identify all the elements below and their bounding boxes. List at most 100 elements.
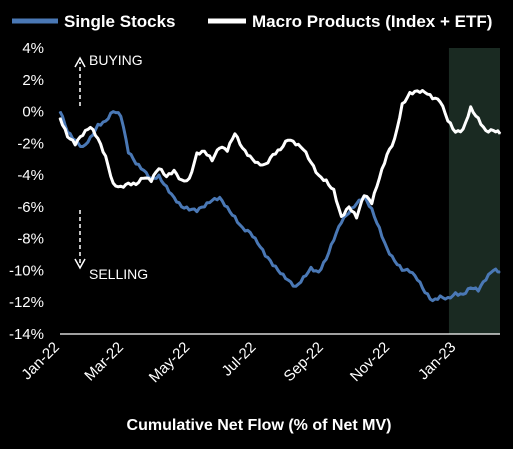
data-point-single-stocks bbox=[143, 169, 145, 171]
data-point-single-stocks bbox=[492, 269, 495, 272]
data-point-single-stocks bbox=[470, 287, 472, 289]
data-point-single-stocks bbox=[386, 247, 388, 249]
selling-arrow-head bbox=[74, 258, 86, 270]
data-point-macro-products-index-etf bbox=[272, 153, 274, 156]
data-point-macro-products-index-etf bbox=[310, 161, 312, 163]
highlight-layer bbox=[448, 48, 500, 334]
selling-annotation: SELLING bbox=[74, 210, 148, 282]
data-point-single-stocks bbox=[454, 292, 457, 294]
data-point-macro-products-index-etf bbox=[241, 147, 244, 149]
data-point-single-stocks bbox=[249, 231, 251, 233]
data-point-macro-products-index-etf bbox=[127, 182, 130, 184]
data-point-single-stocks bbox=[439, 295, 441, 297]
data-point-macro-products-index-etf bbox=[340, 215, 342, 218]
data-point-macro-products-index-etf bbox=[158, 168, 160, 170]
data-point-single-stocks bbox=[310, 266, 312, 268]
data-point-single-stocks bbox=[158, 174, 160, 176]
data-point-single-stocks bbox=[378, 226, 381, 229]
buying-label: BUYING bbox=[89, 52, 143, 68]
data-point-macro-products-index-etf bbox=[234, 133, 236, 135]
data-point-single-stocks bbox=[287, 279, 289, 281]
data-point-macro-products-index-etf bbox=[279, 149, 282, 151]
data-point-single-stocks bbox=[371, 207, 373, 210]
data-point-single-stocks bbox=[226, 206, 228, 208]
data-point-single-stocks bbox=[355, 203, 358, 205]
data-point-macro-products-index-etf bbox=[59, 117, 61, 119]
data-point-macro-products-index-etf bbox=[447, 120, 449, 122]
data-point-single-stocks bbox=[424, 292, 426, 294]
data-point-macro-products-index-etf bbox=[257, 161, 259, 163]
data-point-single-stocks bbox=[325, 258, 327, 260]
data-point-single-stocks bbox=[127, 152, 130, 154]
y-tick-label: 2% bbox=[22, 72, 44, 89]
data-point-single-stocks bbox=[432, 300, 434, 302]
selling-label: SELLING bbox=[89, 266, 148, 282]
data-point-single-stocks bbox=[165, 185, 168, 187]
data-point-single-stocks bbox=[219, 196, 221, 198]
data-point-macro-products-index-etf bbox=[219, 147, 221, 149]
data-point-macro-products-index-etf bbox=[325, 179, 327, 181]
data-point-single-stocks bbox=[499, 271, 501, 273]
data-point-macro-products-index-etf bbox=[105, 155, 107, 157]
data-point-single-stocks bbox=[462, 293, 464, 295]
data-point-single-stocks bbox=[241, 226, 244, 229]
y-tick-label: -6% bbox=[17, 199, 44, 216]
data-point-macro-products-index-etf bbox=[165, 176, 168, 178]
data-point-single-stocks bbox=[257, 242, 259, 245]
data-point-macro-products-index-etf bbox=[89, 126, 92, 129]
legend: Single Stocks Macro Products (Index + ET… bbox=[12, 12, 492, 31]
data-point-macro-products-index-etf bbox=[317, 174, 320, 176]
data-point-macro-products-index-etf bbox=[371, 203, 373, 205]
y-tick-label: 4% bbox=[22, 40, 44, 57]
data-point-macro-products-index-etf bbox=[143, 177, 145, 179]
data-point-macro-products-index-etf bbox=[462, 128, 464, 130]
data-point-macro-products-index-etf bbox=[439, 101, 441, 103]
data-point-macro-products-index-etf bbox=[386, 153, 388, 156]
data-point-macro-products-index-etf bbox=[333, 188, 335, 191]
data-point-macro-products-index-etf bbox=[470, 106, 472, 108]
data-point-macro-products-index-etf bbox=[97, 137, 99, 140]
data-point-macro-products-index-etf bbox=[196, 152, 198, 154]
data-point-single-stocks bbox=[477, 290, 479, 292]
data-point-single-stocks bbox=[447, 296, 449, 299]
data-point-macro-products-index-etf bbox=[295, 144, 297, 146]
data-point-single-stocks bbox=[317, 271, 320, 273]
data-point-single-stocks bbox=[272, 265, 274, 267]
series-layer bbox=[58, 89, 502, 303]
data-point-single-stocks bbox=[416, 279, 419, 281]
data-point-single-stocks bbox=[302, 276, 304, 278]
data-point-macro-products-index-etf bbox=[135, 184, 137, 186]
data-point-macro-products-index-etf bbox=[355, 217, 358, 219]
legend-label-macro-products: Macro Products (Index + ETF) bbox=[252, 12, 492, 31]
data-point-macro-products-index-etf bbox=[82, 134, 84, 136]
x-axis-title: Cumulative Net Flow (% of Net MV) bbox=[127, 417, 392, 434]
data-point-macro-products-index-etf bbox=[454, 131, 457, 133]
data-point-macro-products-index-etf bbox=[67, 136, 69, 138]
data-point-macro-products-index-etf bbox=[348, 206, 350, 208]
data-point-single-stocks bbox=[105, 120, 107, 122]
y-tick-label: -4% bbox=[17, 167, 44, 184]
data-point-macro-products-index-etf bbox=[249, 155, 251, 157]
y-tick-label: -8% bbox=[17, 231, 44, 248]
data-point-macro-products-index-etf bbox=[150, 180, 152, 183]
y-tick-label: -2% bbox=[17, 135, 44, 152]
data-point-single-stocks bbox=[97, 123, 99, 125]
data-point-macro-products-index-etf bbox=[485, 130, 487, 132]
data-point-macro-products-index-etf bbox=[181, 179, 183, 181]
data-point-macro-products-index-etf bbox=[499, 133, 501, 135]
y-tick-label: 0% bbox=[22, 104, 44, 121]
data-point-macro-products-index-etf bbox=[226, 150, 228, 152]
data-point-macro-products-index-etf bbox=[477, 117, 479, 119]
y-tick-label: -12% bbox=[9, 294, 44, 311]
data-point-macro-products-index-etf bbox=[378, 177, 381, 179]
data-point-macro-products-index-etf bbox=[211, 160, 213, 162]
data-point-macro-products-index-etf bbox=[173, 169, 175, 171]
data-point-single-stocks bbox=[264, 255, 266, 257]
data-point-macro-products-index-etf bbox=[264, 163, 266, 165]
buying-annotation: BUYING bbox=[74, 52, 143, 106]
data-point-single-stocks bbox=[295, 285, 297, 287]
data-point-single-stocks bbox=[173, 196, 175, 198]
data-point-single-stocks bbox=[59, 110, 61, 113]
